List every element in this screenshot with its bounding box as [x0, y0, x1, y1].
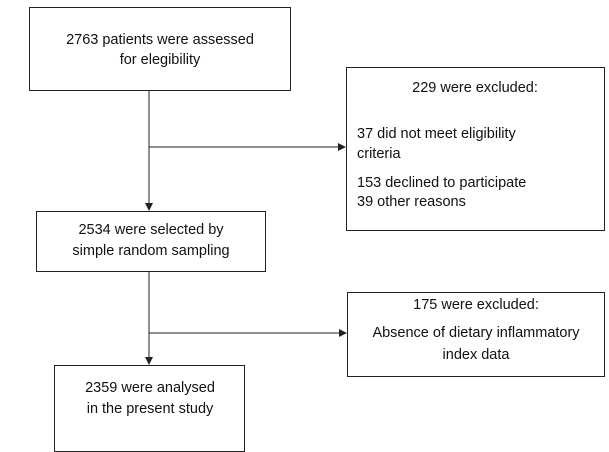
box-text: simple random sampling	[72, 243, 229, 259]
box-text: 37 did not meet eligibility	[357, 126, 517, 142]
box	[346, 67, 605, 231]
box-text: in the present study	[87, 401, 214, 417]
box	[29, 7, 291, 91]
box-text: 153 declined to participate	[357, 175, 526, 191]
box	[36, 211, 266, 272]
box-text: index data	[443, 347, 511, 363]
box-text: for elegibility	[120, 52, 201, 68]
box-text: 229 were excluded:	[412, 80, 538, 96]
box-text: 2534 were selected by	[78, 222, 224, 238]
box-text: 2359 were analysed	[85, 380, 215, 396]
box-text: Absence of dietary inflammatory	[372, 325, 580, 341]
box	[347, 292, 605, 377]
box-text: 39 other reasons	[357, 194, 466, 210]
box-text: 175 were excluded:	[413, 297, 539, 313]
box	[54, 365, 245, 452]
box-text: criteria	[357, 146, 401, 162]
box-text: 2763 patients were assessed	[66, 32, 254, 48]
